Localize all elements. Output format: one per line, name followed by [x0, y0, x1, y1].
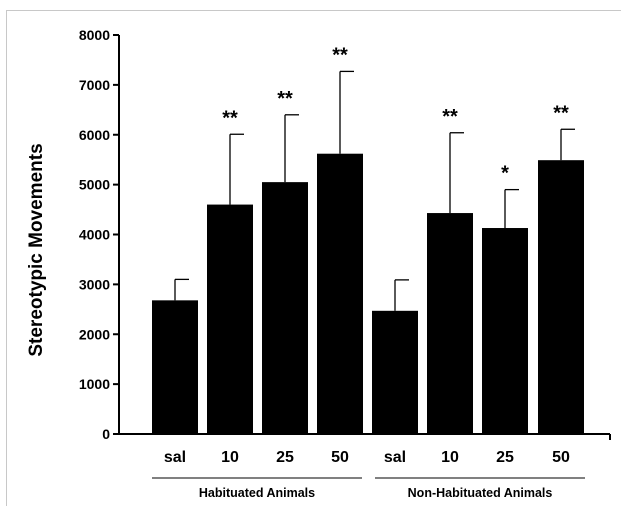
y-tick-label: 3000	[79, 276, 110, 292]
x-tick-label: sal	[384, 449, 406, 466]
y-tick-label: 1000	[79, 376, 110, 392]
bar	[538, 160, 584, 434]
x-tick-label: 25	[496, 449, 514, 466]
significance-marker: **	[277, 88, 293, 110]
y-tick-label: 8000	[79, 27, 110, 43]
group-labels: Habituated Animals Non-Habituated Animals	[152, 477, 585, 500]
bar	[482, 228, 528, 434]
x-tick-label: 50	[552, 449, 570, 466]
y-axis: 0 1000 2000 3000 4000 5000 6000 7000 8000	[79, 27, 120, 442]
bar	[427, 213, 473, 434]
y-tick-label: 4000	[79, 227, 110, 243]
y-axis-label: Stereotypic Movements	[26, 143, 47, 356]
bars: ***********	[152, 44, 584, 434]
significance-marker: **	[553, 102, 569, 124]
figure-frame	[6, 10, 621, 506]
significance-marker: **	[332, 44, 348, 66]
x-tick-label: sal	[164, 449, 186, 466]
group-label: Non-Habituated Animals	[408, 486, 553, 500]
x-tick-label: 50	[331, 449, 349, 466]
significance-marker: **	[222, 107, 238, 129]
bar	[207, 204, 253, 434]
bar	[262, 182, 308, 434]
y-tick-label: 5000	[79, 177, 110, 193]
bar	[317, 153, 363, 434]
bar	[152, 300, 198, 434]
y-tick-label: 2000	[79, 326, 110, 342]
y-tick-label: 6000	[79, 127, 110, 143]
x-axis: sal 10 25 50 sal 10 25 50	[119, 433, 611, 466]
x-tick-label: 25	[276, 449, 294, 466]
significance-marker: *	[501, 163, 509, 185]
bar	[372, 310, 418, 434]
significance-marker: **	[442, 106, 458, 128]
group-label: Habituated Animals	[199, 486, 315, 500]
x-tick-label: 10	[441, 449, 459, 466]
x-tick-label: 10	[221, 449, 239, 466]
y-tick-label: 0	[102, 426, 110, 442]
y-tick-label: 7000	[79, 77, 110, 93]
